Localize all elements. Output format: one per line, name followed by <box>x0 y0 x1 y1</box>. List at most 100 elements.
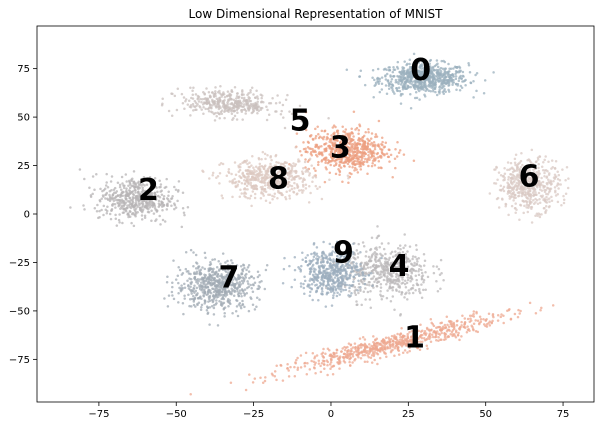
cluster-7-point <box>247 264 251 267</box>
cluster-2-point <box>157 205 161 209</box>
cluster-2-point <box>124 193 128 196</box>
cluster-2-point <box>108 198 112 201</box>
cluster-4-point <box>438 273 442 276</box>
cluster-3-point <box>373 147 377 151</box>
cluster-1-point <box>401 334 405 337</box>
cluster-5-point <box>259 108 263 112</box>
cluster-0-point <box>377 82 381 85</box>
cluster-2-point <box>95 173 98 176</box>
cluster-1-point <box>261 381 265 385</box>
cluster-0-point <box>444 90 447 94</box>
cluster-0-point <box>411 80 414 84</box>
cluster-1-point <box>376 348 379 351</box>
cluster-4-point <box>417 273 421 277</box>
cluster-4-point <box>369 266 372 269</box>
cluster-4-point <box>369 247 373 251</box>
cluster-2-point <box>91 175 95 178</box>
cluster-2-points <box>69 168 190 229</box>
cluster-2-point <box>138 208 142 211</box>
cluster-5-point <box>242 98 246 101</box>
cluster-7-point <box>214 293 218 297</box>
cluster-4-point <box>409 279 412 283</box>
cluster-2-point <box>143 189 147 193</box>
cluster-8-point <box>253 196 257 200</box>
cluster-0-point <box>412 52 416 56</box>
cluster-3-point <box>364 157 367 161</box>
cluster-3-point <box>341 180 344 183</box>
cluster-7-point <box>223 315 226 318</box>
cluster-0-point <box>399 83 403 86</box>
cluster-6-point <box>509 161 513 165</box>
cluster-5-point <box>202 97 206 101</box>
cluster-0-point <box>423 69 426 73</box>
cluster-5-point <box>226 102 229 106</box>
cluster-7-point <box>205 308 209 312</box>
cluster-1-point <box>451 329 455 332</box>
cluster-4-point <box>371 264 375 267</box>
cluster-6-point <box>547 160 550 164</box>
cluster-3-point <box>330 134 333 137</box>
cluster-5-point <box>223 116 226 120</box>
cluster-3-point <box>317 147 320 150</box>
cluster-1-point <box>470 314 474 317</box>
cluster-8-point <box>255 184 258 188</box>
cluster-2-point <box>158 179 161 182</box>
cluster-7-point <box>198 271 201 275</box>
cluster-1-point <box>419 323 422 327</box>
cluster-0-point <box>406 80 409 83</box>
cluster-1-point <box>401 336 404 339</box>
cluster-0-point <box>435 63 438 67</box>
cluster-4-point <box>432 271 436 275</box>
cluster-8-point <box>302 189 305 192</box>
cluster-3-point <box>367 131 370 134</box>
cluster-6-point <box>510 186 513 190</box>
cluster-5-point <box>252 93 255 96</box>
cluster-3-point <box>312 167 316 170</box>
cluster-3-point <box>354 154 357 157</box>
cluster-8-point <box>251 190 255 193</box>
cluster-8-point <box>293 186 296 190</box>
cluster-0-point <box>446 79 450 83</box>
cluster-1-point <box>394 340 398 344</box>
cluster-2-point <box>158 185 161 189</box>
cluster-3-point <box>367 127 370 131</box>
cluster-1-point <box>351 361 354 364</box>
cluster-8-point <box>346 174 350 178</box>
cluster-8-point <box>249 181 253 185</box>
cluster-8-point <box>318 185 322 189</box>
cluster-2-point <box>148 195 151 199</box>
cluster-8-point <box>290 184 294 188</box>
cluster-7-point <box>212 290 216 294</box>
cluster-1-point <box>472 322 476 326</box>
cluster-1-point <box>454 336 458 339</box>
cluster-0-point <box>447 62 450 66</box>
cluster-7-point <box>172 259 175 262</box>
cluster-3-point <box>351 165 354 169</box>
cluster-7-point <box>177 266 180 269</box>
cluster-7-point <box>201 286 204 290</box>
cluster-2-point <box>136 205 139 208</box>
cluster-3-point <box>295 132 299 135</box>
cluster-5-point <box>237 106 241 109</box>
cluster-5-point <box>252 104 256 108</box>
cluster-0-point <box>393 92 396 95</box>
cluster-0-point <box>399 102 403 105</box>
cluster-4-point <box>355 303 358 307</box>
cluster-0-point <box>414 75 418 78</box>
cluster-2-point <box>150 180 153 184</box>
cluster-1-point <box>361 336 365 339</box>
cluster-1-point <box>443 323 447 327</box>
cluster-1-point <box>426 347 429 350</box>
cluster-5-point <box>271 97 274 100</box>
cluster-1-point <box>442 338 446 341</box>
cluster-7-point <box>187 269 190 273</box>
cluster-1-point <box>437 336 440 339</box>
cluster-5-point <box>195 108 198 111</box>
cluster-3-point <box>352 143 356 146</box>
cluster-2-point <box>102 204 106 208</box>
cluster-2-point <box>108 212 112 216</box>
cluster-3-point <box>346 162 350 166</box>
cluster-8-point <box>295 183 299 186</box>
cluster-7-point <box>176 274 180 277</box>
cluster-6-point <box>542 206 546 210</box>
